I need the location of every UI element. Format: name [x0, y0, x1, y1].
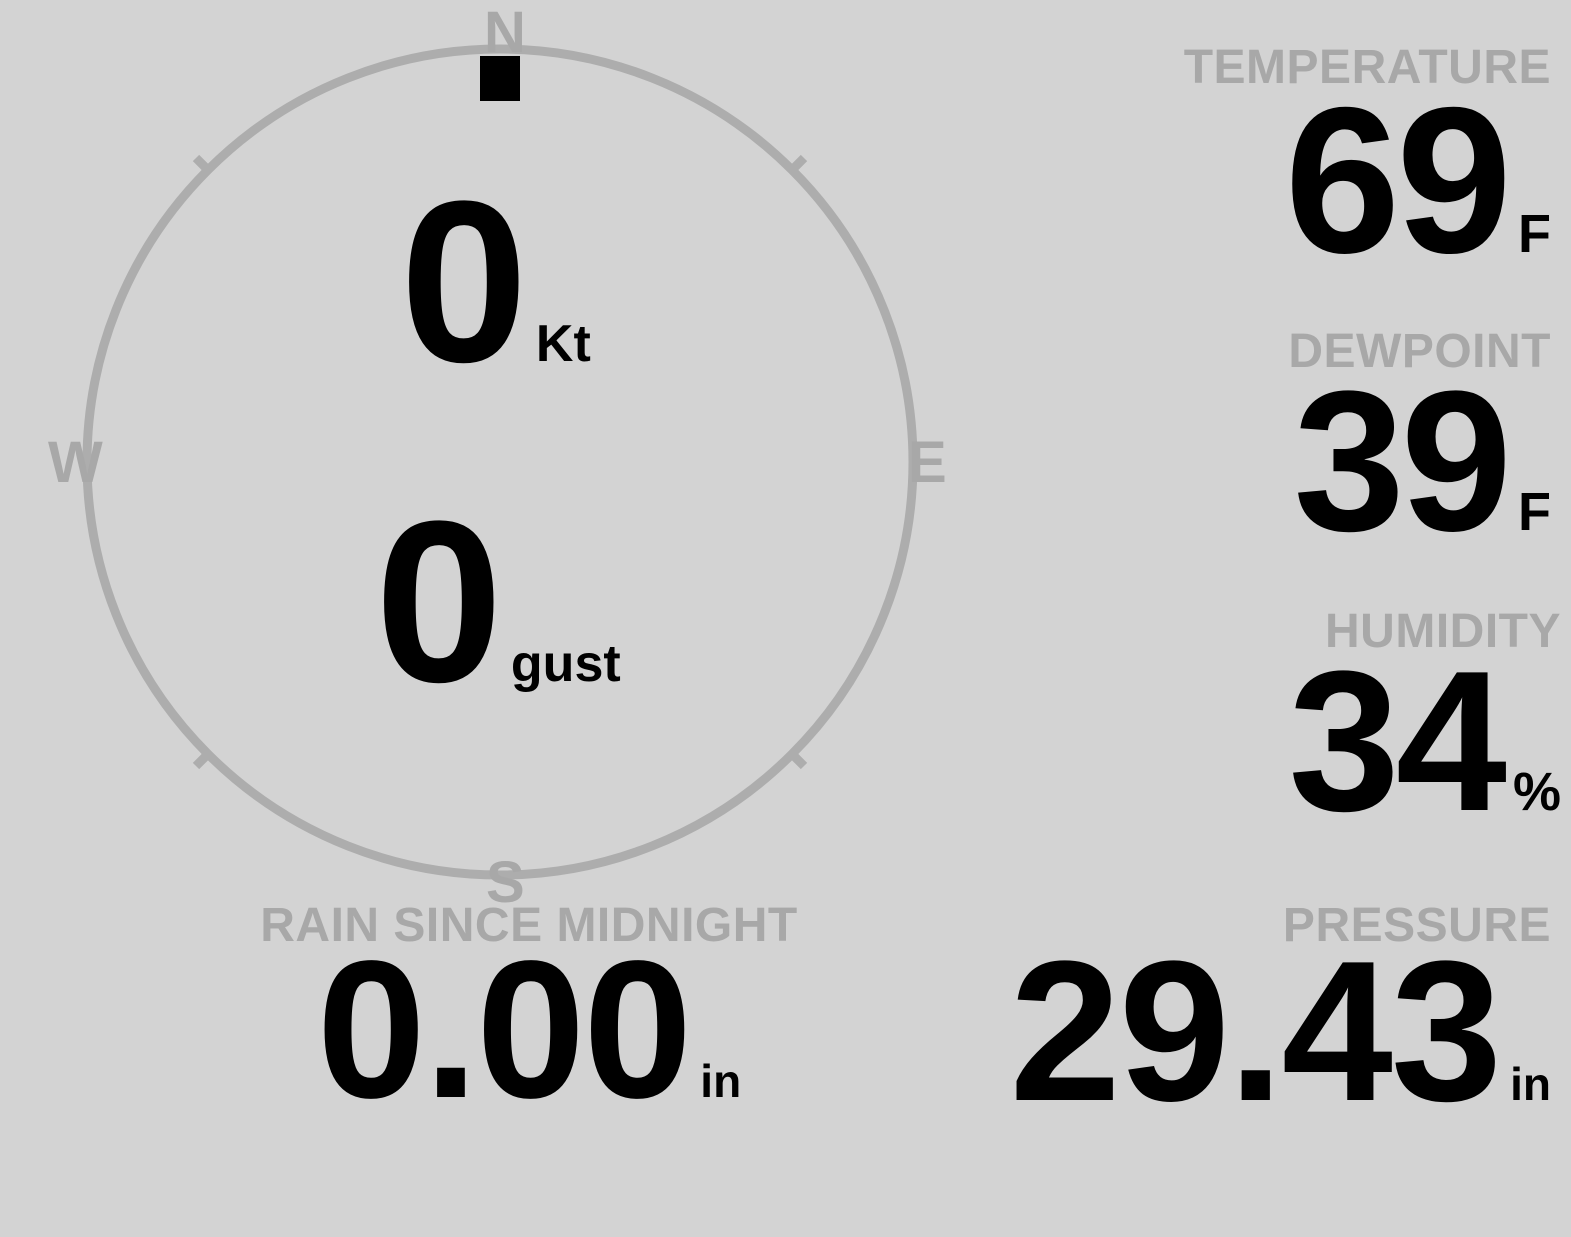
rain-unit: in — [700, 1055, 742, 1107]
wind-speed-value: 0 — [400, 153, 528, 410]
pressure-value-row: 29.43 in — [1009, 920, 1551, 1143]
wind-gust-readout: 0 gust — [375, 473, 621, 730]
temperature-label: TEMPERATURE — [1183, 41, 1551, 94]
humidity-value-row: 34 % — [1288, 630, 1561, 853]
wind-speed-readout: 0 Kt — [400, 153, 591, 410]
rain-metric: RAIN SINCE MIDNIGHT 0.00 in — [234, 899, 824, 1139]
compass-label-south: S — [486, 850, 525, 915]
humidity-unit: % — [1512, 762, 1561, 822]
wind-speed-unit: Kt — [535, 315, 591, 373]
pressure-unit: in — [1510, 1058, 1551, 1110]
temperature-unit: F — [1518, 204, 1551, 264]
rain-value-row: 0.00 in — [234, 920, 824, 1139]
dewpoint-value: 39 — [1293, 350, 1512, 573]
rain-value: 0.00 — [316, 920, 692, 1139]
wind-gust-unit: gust — [510, 635, 621, 693]
wind-direction-pointer — [480, 56, 520, 101]
temperature-metric: TEMPERATURE 69 F — [1183, 41, 1551, 297]
compass-tick-135 — [789, 751, 808, 770]
temperature-value: 69 — [1284, 65, 1512, 297]
dewpoint-unit: F — [1518, 482, 1551, 542]
humidity-metric: HUMIDITY 34 % — [1288, 605, 1561, 853]
compass-label-west: W — [48, 430, 103, 495]
temperature-value-row: 69 F — [1184, 65, 1551, 297]
compass-label-east: E — [908, 430, 947, 495]
pressure-label: PRESSURE — [1282, 899, 1551, 952]
compass-tick-group — [192, 154, 808, 770]
compass-tick-225 — [192, 751, 211, 770]
compass-tick-315 — [192, 154, 211, 173]
rain-label: RAIN SINCE MIDNIGHT — [260, 899, 798, 952]
dewpoint-metric: DEWPOINT 39 F — [1288, 325, 1551, 573]
wind-compass-dial: N E S W 0 Kt 0 gust — [48, 4, 947, 912]
compass-tick-45 — [789, 154, 808, 173]
pressure-metric: PRESSURE 29.43 in — [1009, 899, 1551, 1143]
compass-ring — [82, 44, 918, 880]
compass-label-north: N — [484, 0, 526, 65]
wind-gust-value: 0 — [375, 473, 503, 730]
humidity-label: HUMIDITY — [1325, 605, 1561, 658]
dewpoint-value-row: 39 F — [1288, 350, 1551, 573]
compass-dial-svg — [82, 44, 918, 880]
dewpoint-label: DEWPOINT — [1288, 325, 1551, 378]
pressure-value: 29.43 — [1009, 920, 1502, 1143]
humidity-value: 34 — [1288, 630, 1507, 853]
